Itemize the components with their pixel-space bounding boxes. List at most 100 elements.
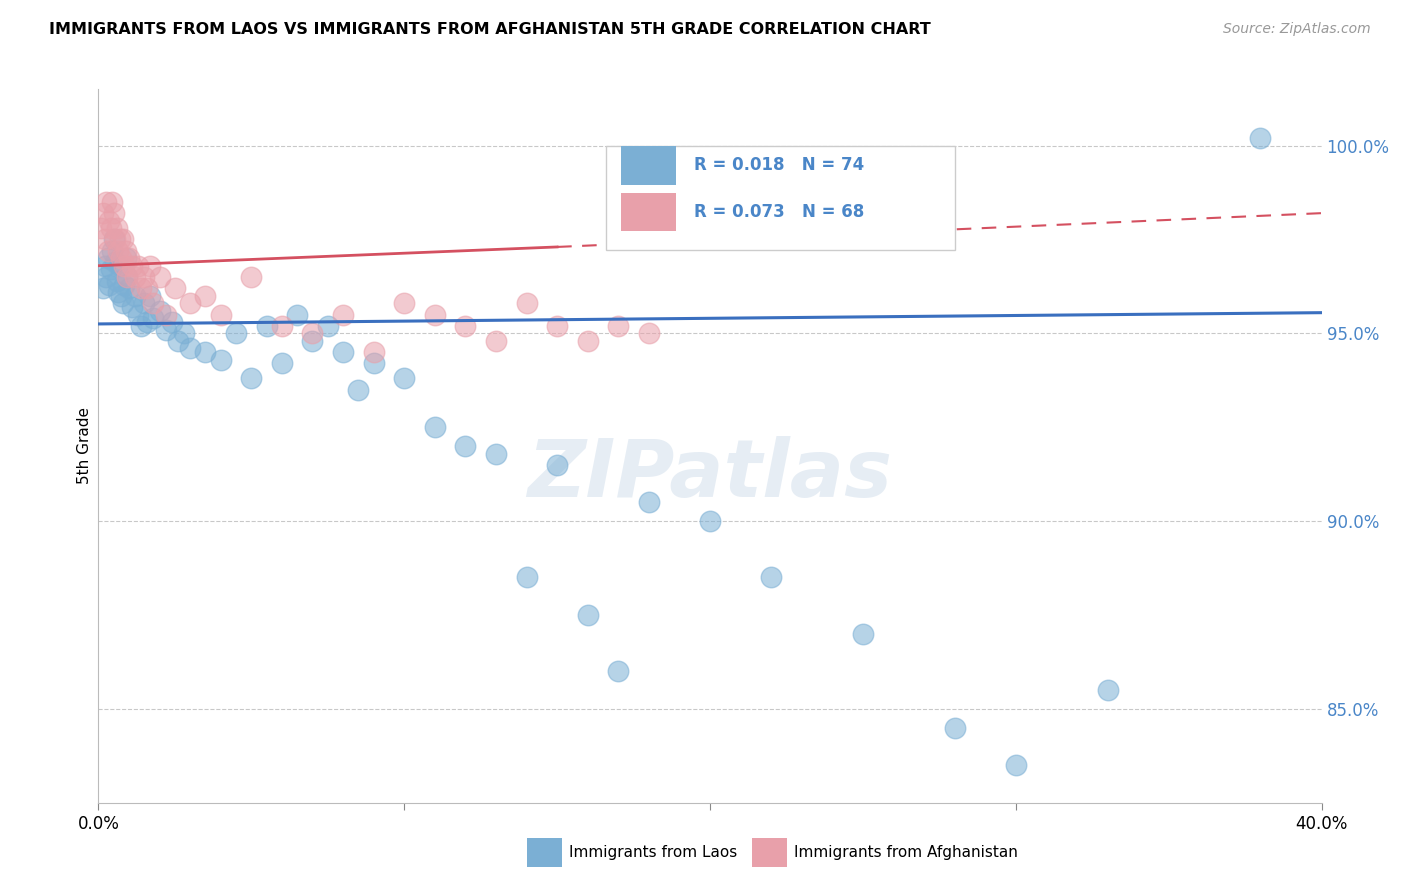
Point	[332, 308, 354, 322]
Point	[607, 318, 630, 333]
Point	[98, 213, 121, 227]
Text: R = 0.073   N = 68: R = 0.073 N = 68	[695, 202, 865, 221]
Point	[103, 206, 125, 220]
Point	[142, 296, 165, 310]
Point	[516, 570, 538, 584]
Point	[101, 194, 124, 209]
Y-axis label: 5th Grade: 5th Grade	[77, 408, 91, 484]
Point	[124, 289, 146, 303]
Point	[1097, 683, 1119, 698]
Point	[546, 318, 568, 333]
Point	[100, 262, 122, 277]
Point	[225, 326, 247, 341]
Text: ZIPatlas: ZIPatlas	[527, 435, 893, 514]
Point	[163, 281, 186, 295]
Point	[209, 352, 232, 367]
Point	[97, 251, 120, 265]
Point	[607, 665, 630, 679]
Point	[392, 371, 416, 385]
Point	[117, 270, 139, 285]
Point	[103, 232, 125, 246]
Point	[93, 259, 115, 273]
Point	[111, 232, 134, 246]
Point	[485, 334, 508, 348]
Point	[240, 371, 263, 385]
Point	[91, 206, 114, 220]
Point	[101, 244, 124, 258]
Point	[256, 318, 278, 333]
Point	[1004, 758, 1026, 772]
Point	[270, 356, 294, 370]
Point	[139, 259, 162, 273]
Text: IMMIGRANTS FROM LAOS VS IMMIGRANTS FROM AFGHANISTAN 5TH GRADE CORRELATION CHART: IMMIGRANTS FROM LAOS VS IMMIGRANTS FROM …	[49, 22, 931, 37]
Point	[546, 458, 568, 472]
Point	[699, 514, 721, 528]
Point	[115, 244, 138, 258]
Point	[285, 308, 308, 322]
Point	[117, 270, 139, 285]
Point	[155, 322, 177, 336]
Point	[112, 277, 135, 292]
Point	[112, 259, 135, 273]
FancyBboxPatch shape	[620, 193, 676, 231]
Point	[392, 296, 416, 310]
Point	[270, 318, 294, 333]
Point	[104, 255, 127, 269]
Point	[332, 345, 354, 359]
Point	[127, 259, 149, 273]
Point	[761, 570, 783, 584]
Point	[423, 308, 446, 322]
Point	[104, 232, 127, 246]
Point	[100, 221, 122, 235]
Point	[91, 281, 114, 295]
Point	[1250, 131, 1272, 145]
Point	[108, 259, 131, 273]
Point	[94, 270, 117, 285]
Point	[134, 270, 156, 285]
Point	[173, 326, 195, 341]
Point	[105, 221, 128, 235]
Point	[347, 383, 370, 397]
Point	[160, 315, 183, 329]
Point	[301, 334, 323, 348]
Point	[179, 342, 201, 356]
Point	[240, 270, 263, 285]
Point	[98, 277, 121, 292]
Point	[149, 303, 172, 318]
Point	[423, 420, 446, 434]
Point	[94, 194, 117, 209]
Point	[363, 356, 385, 370]
Text: Immigrants from Laos: Immigrants from Laos	[569, 846, 738, 860]
Point	[149, 270, 172, 285]
Point	[129, 281, 152, 295]
Point	[363, 345, 385, 359]
Point	[142, 311, 165, 326]
Point	[129, 318, 152, 333]
Point	[301, 326, 323, 341]
Point	[852, 627, 875, 641]
Point	[637, 495, 661, 509]
Point	[105, 274, 128, 288]
Point	[110, 289, 132, 303]
Point	[485, 446, 508, 460]
Point	[108, 232, 131, 246]
Point	[194, 345, 217, 359]
Point	[943, 721, 966, 735]
Point	[155, 308, 177, 322]
FancyBboxPatch shape	[606, 146, 955, 250]
Text: Immigrants from Afghanistan: Immigrants from Afghanistan	[794, 846, 1018, 860]
Point	[316, 318, 339, 333]
Point	[107, 244, 129, 258]
Point	[136, 281, 159, 295]
Point	[454, 318, 477, 333]
Point	[576, 334, 599, 348]
Point	[516, 296, 538, 310]
Point	[454, 439, 477, 453]
Point	[115, 251, 138, 265]
Point	[134, 296, 156, 310]
Point	[637, 326, 661, 341]
Point	[111, 296, 134, 310]
Point	[90, 221, 112, 235]
Point	[107, 285, 129, 299]
Point	[121, 259, 143, 273]
